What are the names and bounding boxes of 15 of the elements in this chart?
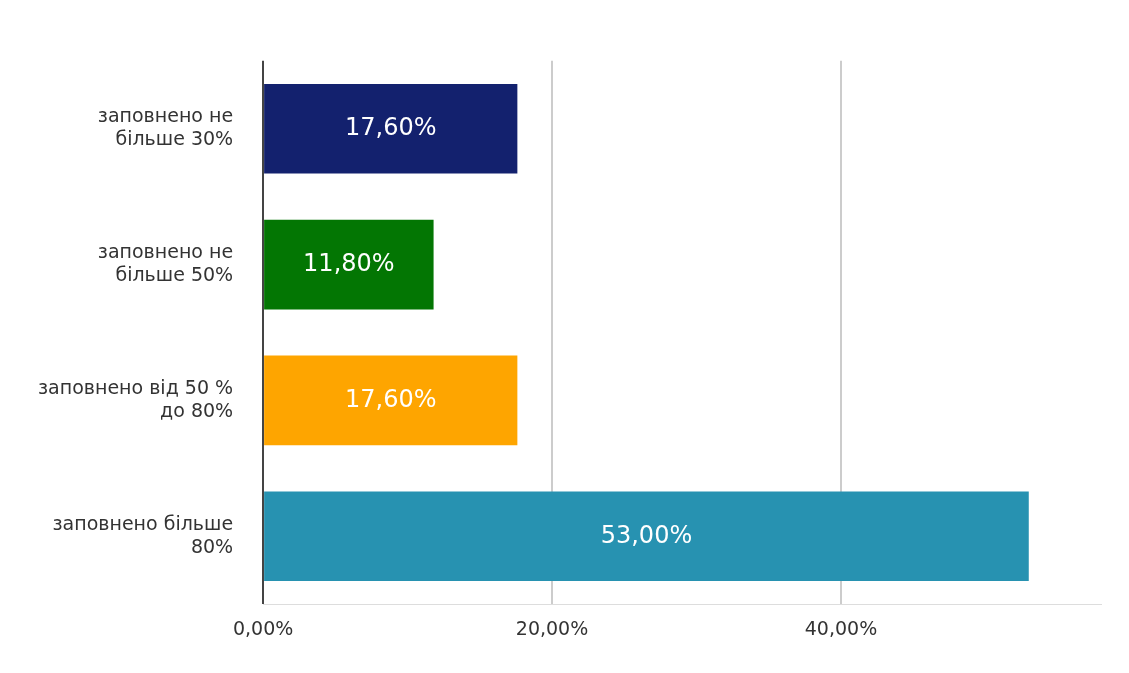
data-label: 53,00% bbox=[600, 520, 693, 549]
y-tick-label: заповнено від 50 % до 80% bbox=[37, 375, 234, 421]
y-tick-label: заповнено більше 80% bbox=[52, 511, 234, 557]
x-tick-label: 20,00% bbox=[515, 616, 589, 639]
y-tick-label: заповнено не більше 50% bbox=[97, 240, 234, 285]
bar bbox=[264, 355, 518, 446]
y-tick-label: заповнено не більше 30% bbox=[97, 104, 234, 150]
bar bbox=[264, 83, 518, 174]
x-tick-label: 40,00% bbox=[804, 616, 878, 639]
bar bbox=[264, 491, 1029, 582]
data-label: 11,80% bbox=[303, 248, 395, 277]
bar bbox=[264, 219, 434, 310]
data-label: 17,60% bbox=[344, 384, 437, 413]
x-tick-label: 0,00% bbox=[232, 616, 294, 639]
data-label: 17,60% bbox=[344, 112, 437, 141]
